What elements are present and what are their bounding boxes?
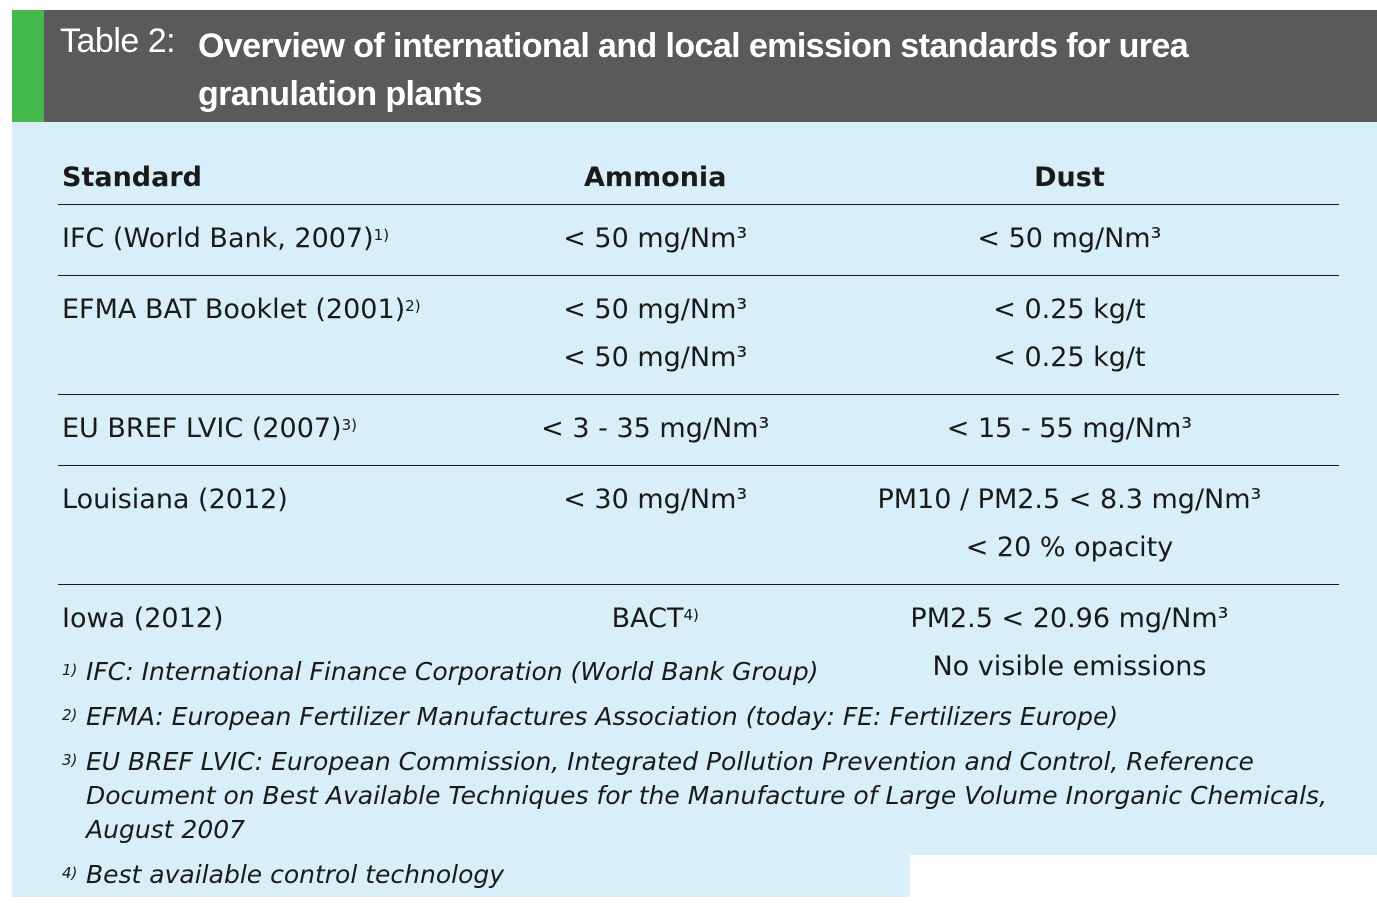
dust-value: < 0.25 kg/t: [993, 294, 1146, 325]
standard-name: Iowa (2012): [62, 603, 224, 634]
footnote-number: 1): [62, 661, 78, 679]
ammonia-value: BACT: [611, 603, 684, 634]
column-header-dust: Dust: [799, 150, 1339, 205]
dust-cell: PM2.5 < 20.96 mg/Nm³ No visible emission…: [800, 585, 1339, 704]
standard-cell: Iowa (2012): [58, 585, 511, 704]
footnote-ref: 2): [405, 297, 421, 315]
ammonia-value: < 50 mg/Nm³: [563, 223, 748, 254]
ammonia-cell: < 3 - 35 mg/Nm³: [510, 394, 800, 466]
footnote-ref: 4): [683, 606, 699, 624]
standard-name: EU BREF LVIC (2007): [62, 413, 342, 444]
ammonia-value: < 30 mg/Nm³: [563, 484, 748, 515]
green-accent-bar: [12, 10, 44, 122]
standard-name: EFMA BAT Booklet (2001): [62, 294, 406, 325]
dust-value: < 20 % opacity: [965, 532, 1174, 563]
standard-cell: EFMA BAT Booklet (2001)2): [58, 275, 511, 395]
footnote: 3) EU BREF LVIC: European Commission, In…: [62, 745, 1352, 847]
footnote-text: EFMA: European Fertilizer Manufactures A…: [86, 702, 1119, 731]
ammonia-cell: < 50 mg/Nm³ < 50 mg/Nm³: [510, 275, 800, 395]
standard-cell: Louisiana (2012): [58, 465, 511, 585]
table-header-row: Standard Ammonia Dust: [58, 150, 1339, 205]
ammonia-cell: < 50 mg/Nm³: [510, 204, 800, 276]
ammonia-cell: BACT4): [511, 585, 800, 704]
ammonia-value: < 50 mg/Nm³: [563, 294, 748, 325]
footnotes: 1) IFC: International Finance Corporatio…: [62, 655, 1352, 903]
dust-cell: < 15 - 55 mg/Nm³: [799, 394, 1339, 466]
footnote-text: Best available control technology: [86, 860, 505, 889]
ammonia-value: < 3 - 35 mg/Nm³: [541, 413, 770, 444]
table-title: Overview of international and local emis…: [198, 27, 1189, 113]
dust-value: < 50 mg/Nm³: [977, 223, 1162, 254]
table-title-bar: Table 2: Overview of international and l…: [12, 10, 1377, 122]
ammonia-value: < 50 mg/Nm³: [563, 342, 748, 373]
dust-value: PM10 / PM2.5 < 8.3 mg/Nm³: [877, 484, 1262, 515]
column-header-standard: Standard: [58, 150, 511, 205]
emission-standards-table: Standard Ammonia Dust IFC (World Bank, 2…: [58, 150, 1339, 703]
footnote-text: IFC: International Finance Corporation (…: [86, 657, 819, 686]
footnote-number: 3): [62, 751, 78, 769]
table-row: IFC (World Bank, 2007)1) < 50 mg/Nm³ < 5…: [58, 204, 1339, 276]
ammonia-cell: < 30 mg/Nm³: [510, 465, 800, 585]
dust-value: PM2.5 < 20.96 mg/Nm³: [910, 603, 1229, 634]
footnote-number: 4): [62, 864, 78, 882]
footnote: 2) EFMA: European Fertilizer Manufacture…: [62, 700, 1352, 734]
footnote-ref: 3): [341, 416, 357, 434]
standard-name: Louisiana (2012): [62, 484, 288, 515]
dust-cell: < 0.25 kg/t < 0.25 kg/t: [799, 275, 1339, 395]
dust-value: No visible emissions: [932, 651, 1207, 682]
table-row: Iowa (2012) BACT4) PM2.5 < 20.96 mg/Nm³ …: [58, 585, 1339, 704]
dust-value: < 15 - 55 mg/Nm³: [946, 413, 1193, 444]
dust-cell: PM10 / PM2.5 < 8.3 mg/Nm³ < 20 % opacity: [799, 465, 1339, 585]
dust-value: < 0.25 kg/t: [993, 342, 1146, 373]
table-number: Table 2:: [60, 22, 176, 60]
column-header-ammonia: Ammonia: [510, 150, 800, 205]
table-row: EFMA BAT Booklet (2001)2) < 50 mg/Nm³ < …: [58, 275, 1339, 395]
dust-cell: < 50 mg/Nm³: [799, 204, 1339, 276]
table-row: Louisiana (2012) < 30 mg/Nm³ PM10 / PM2.…: [58, 465, 1339, 585]
standard-name: IFC (World Bank, 2007): [62, 223, 374, 254]
footnote: 4) Best available control technology: [62, 858, 1352, 892]
standard-cell: EU BREF LVIC (2007)3): [58, 394, 511, 466]
footnote: 1) IFC: International Finance Corporatio…: [62, 655, 1352, 689]
footnote-ref: 1): [373, 226, 390, 244]
footnote-text: EU BREF LVIC: European Commission, Integ…: [86, 747, 1328, 844]
table-row: EU BREF LVIC (2007)3) < 3 - 35 mg/Nm³ < …: [58, 394, 1339, 466]
footnote-number: 2): [62, 706, 78, 724]
standard-cell: IFC (World Bank, 2007)1): [58, 204, 511, 276]
page-margin: [910, 855, 1377, 897]
